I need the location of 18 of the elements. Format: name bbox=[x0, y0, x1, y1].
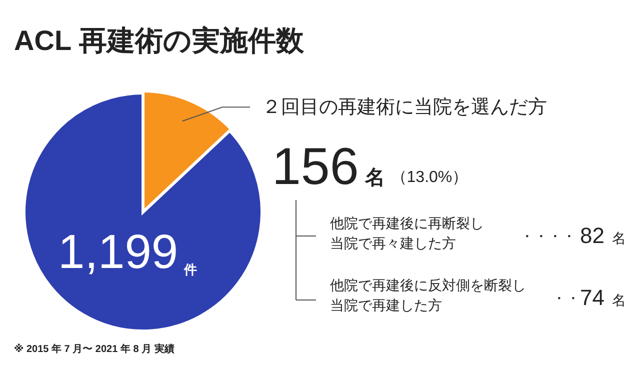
annotation: 74 bbox=[580, 285, 604, 310]
annotation: ・・・・ bbox=[520, 228, 576, 244]
annotation: 名 bbox=[612, 230, 626, 246]
annotation: 名 bbox=[612, 292, 626, 308]
annotation: 当院で再々建した方 bbox=[330, 235, 456, 251]
annotation: ※ 2015 年 7 月〜 2021 年 8 月 実績 bbox=[14, 344, 174, 355]
annotation: 当院で再建した方 bbox=[330, 297, 442, 313]
annotation: 1,199 bbox=[58, 226, 178, 279]
category-label: ２回目の再建術に当院を選んだ方 bbox=[262, 97, 547, 118]
annotation: ・・ bbox=[552, 290, 580, 306]
annotation: （13.0%） bbox=[390, 169, 468, 186]
annotation: 他院で再建後に再断裂し bbox=[330, 215, 484, 231]
title: ACL 再建術の実施件数 bbox=[14, 25, 304, 56]
annotation: 156 bbox=[272, 138, 359, 196]
annotation: 件 bbox=[184, 262, 198, 277]
annotation: 他院で再建後に反対側を断裂し bbox=[330, 277, 526, 293]
annotation: 名 bbox=[364, 167, 385, 189]
annotation: 82 bbox=[580, 223, 604, 248]
